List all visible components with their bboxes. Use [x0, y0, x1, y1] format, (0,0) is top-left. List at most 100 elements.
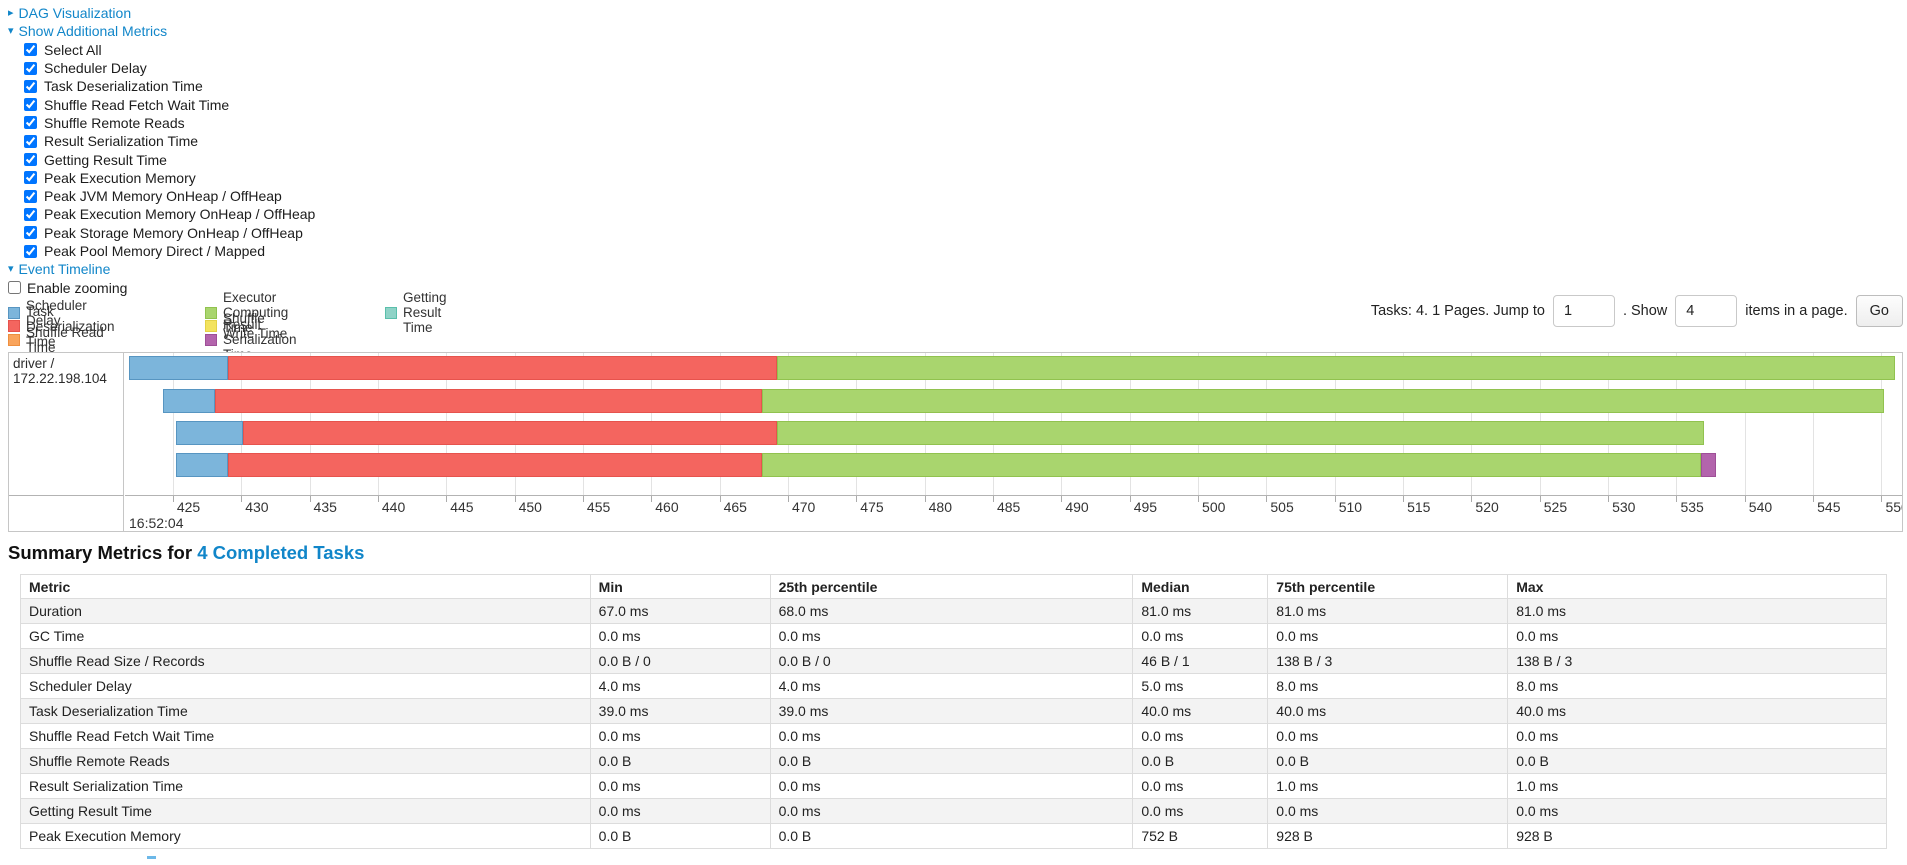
axis-tick-label: 435	[313, 499, 337, 515]
metric-value-cell: 0.0 ms	[1507, 798, 1887, 824]
show-additional-metrics-link[interactable]: ▾ Show Additional Metrics	[8, 23, 167, 39]
axis-tick-label: 450	[518, 499, 542, 515]
enable-zooming-checkbox[interactable]	[8, 281, 21, 295]
task-segment-scheduler_delay[interactable]	[175, 453, 228, 477]
metric-checkbox[interactable]	[24, 153, 37, 167]
metric-checkbox[interactable]	[24, 207, 37, 221]
axis-tick	[309, 496, 311, 502]
metric-value-cell: 0.0 ms	[1267, 623, 1509, 649]
axis-tick	[1334, 496, 1336, 502]
table-row: Peak Execution Memory 0.0 B 0.0 B 752 B 928 …	[20, 823, 1887, 849]
timeline-plot[interactable]	[125, 353, 1902, 495]
axis-tick	[1608, 496, 1610, 502]
page-size-input[interactable]	[1675, 295, 1738, 327]
legend-swatch-executor_computing	[205, 306, 217, 319]
axis-tick-label: 470	[791, 499, 816, 515]
axis-tick-label: 475	[860, 499, 884, 515]
metric-checkbox[interactable]	[24, 226, 37, 240]
task-segment-scheduler_delay[interactable]	[129, 356, 228, 380]
metric-checkbox-row: Task Deserialization Time	[24, 77, 315, 95]
cutoff-link-fragment	[147, 856, 156, 859]
metric-value-cell: 40.0 ms	[1267, 698, 1509, 724]
task-segment-task_deserialization[interactable]	[215, 389, 762, 413]
metric-checkbox[interactable]	[24, 134, 37, 148]
column-header: Max	[1507, 574, 1887, 599]
task-segment-scheduler_delay[interactable]	[175, 421, 243, 445]
legend-label: Executor Computing Time	[223, 290, 289, 336]
axis-tick	[1471, 496, 1473, 502]
axis-tick-label: 465	[723, 499, 747, 515]
gridline	[1744, 353, 1746, 495]
metric-value-cell: 0.0 ms	[1132, 623, 1269, 649]
task-segment-executor_computing[interactable]	[777, 421, 1704, 445]
metric-value-cell: 81.0 ms	[1267, 598, 1509, 624]
task-segment-task_deserialization[interactable]	[227, 453, 762, 477]
metric-value-cell: 0.0 ms	[589, 798, 771, 824]
metric-value-cell: 0.0 ms	[1132, 773, 1269, 799]
task-segment-executor_computing[interactable]	[761, 453, 1702, 477]
metric-checkbox[interactable]	[24, 98, 37, 112]
task-bar	[125, 389, 1902, 413]
metric-checkbox[interactable]	[24, 79, 37, 93]
completed-tasks-link[interactable]: 4 Completed Tasks	[197, 542, 365, 563]
axis-tick	[856, 496, 858, 502]
table-row: Getting Result Time 0.0 ms 0.0 ms 0.0 ms 0.0…	[20, 798, 1887, 824]
table-header-row: Metric Min 25th percentile Median 75th perce…	[20, 574, 1887, 599]
metric-value-cell: 39.0 ms	[589, 698, 771, 724]
axis-tick-label: 460	[655, 499, 679, 515]
axis-tick-label: 480	[928, 499, 952, 515]
legend-label: Getting Result Time	[403, 290, 447, 336]
metric-checkbox[interactable]	[24, 189, 37, 203]
event-timeline-link[interactable]: ▾ Event Timeline	[8, 261, 110, 277]
pagination-show-label: . Show	[1622, 303, 1668, 319]
task-segment-scheduler_delay[interactable]	[163, 389, 216, 413]
jump-to-page-input[interactable]	[1552, 295, 1615, 327]
metric-name-cell: Shuffle Read Size / Records	[20, 648, 591, 674]
column-header: 25th percentile	[769, 574, 1134, 599]
axis-tick	[992, 496, 994, 502]
task-segment-task_deserialization[interactable]	[227, 356, 778, 380]
metric-checkbox[interactable]	[24, 61, 37, 75]
axis-tick	[1266, 496, 1268, 502]
table-row: Shuffle Read Size / Records 0.0 B / 0 0.0 …	[20, 648, 1887, 674]
metric-value-cell: 0.0 ms	[589, 723, 771, 749]
metric-name-cell: Task Deserialization Time	[20, 698, 591, 724]
gridline	[172, 353, 174, 495]
metric-value-cell: 0.0 B / 0	[769, 648, 1134, 674]
legend-item: Result Serialization Time	[205, 317, 297, 362]
axis-tick-label: 520	[1475, 499, 1499, 515]
dag-visualization-link[interactable]: ▸ DAG Visualization	[8, 5, 131, 21]
metric-value-cell: 81.0 ms	[1132, 598, 1269, 624]
metric-checkbox[interactable]	[24, 116, 37, 130]
task-segment-result_serialization[interactable]	[1701, 453, 1717, 477]
metric-checkbox[interactable]	[24, 43, 37, 57]
metric-value-cell: 0.0 B	[1267, 748, 1509, 774]
go-button[interactable]: Go	[1855, 295, 1903, 327]
metric-name-cell: Result Serialization Time	[20, 773, 591, 799]
table-row: Shuffle Read Fetch Wait Time 0.0 ms 0.0 ms…	[20, 723, 1887, 749]
metric-checkbox-label: Task Deserialization Time	[44, 78, 203, 95]
task-segment-executor_computing[interactable]	[777, 356, 1896, 380]
event-timeline-chart: driver / 172.22.198.104 16:52:04 425 430 4…	[8, 352, 1903, 532]
pagination-suffix: items in a page.	[1745, 303, 1848, 319]
axis-tick-label: 440	[381, 499, 406, 515]
axis-tick	[1881, 496, 1883, 502]
metric-checkbox-row: Shuffle Remote Reads	[24, 114, 315, 132]
column-header: Metric	[20, 574, 591, 599]
metric-checkbox[interactable]	[24, 244, 37, 258]
legend-swatch-result_serialization	[205, 333, 217, 346]
metric-checkbox[interactable]	[24, 171, 37, 185]
chevron-down-icon: ▾	[8, 262, 14, 275]
metric-checkbox-list: Select All Scheduler Delay Task Deserializ…	[8, 41, 315, 261]
task-segment-executor_computing[interactable]	[761, 389, 1885, 413]
table-row: Result Serialization Time 0.0 ms 0.0 ms 0.0…	[20, 773, 1887, 799]
axis-tick	[924, 496, 926, 502]
metric-checkbox-label: Shuffle Remote Reads	[44, 114, 185, 131]
axis-tick-label: 430	[245, 499, 269, 515]
timeline-axis-corner	[9, 495, 124, 531]
metric-checkbox-row: Peak Storage Memory OnHeap / OffHeap	[24, 224, 315, 242]
metric-name-cell: Getting Result Time	[20, 798, 591, 824]
legend-swatch-task_deserialization	[8, 320, 20, 333]
task-segment-task_deserialization[interactable]	[242, 421, 777, 445]
